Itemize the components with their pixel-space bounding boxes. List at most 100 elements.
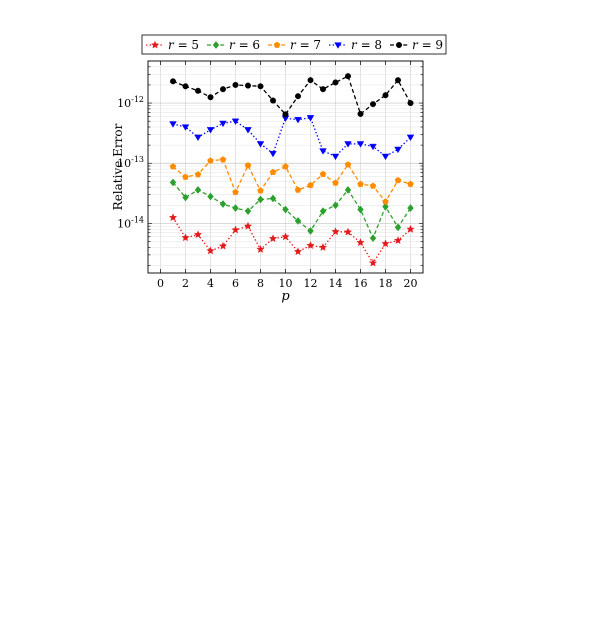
data-point <box>306 241 315 249</box>
data-point <box>182 193 189 202</box>
data-point <box>331 227 340 236</box>
y-tick-label: 10-14 <box>117 215 144 230</box>
x-axis-label: p <box>281 289 290 304</box>
data-point <box>369 182 377 189</box>
data-point <box>394 146 402 154</box>
data-point <box>343 227 353 236</box>
series-line <box>172 117 411 158</box>
x-tick-label: 14 <box>329 277 343 290</box>
legend-label: r = 5 <box>168 38 199 52</box>
data-point <box>270 97 277 104</box>
data-point <box>219 156 227 163</box>
data-point <box>194 134 202 142</box>
data-point <box>307 181 314 189</box>
data-point <box>169 178 177 187</box>
data-point <box>320 86 327 93</box>
data-point <box>331 153 340 161</box>
data-point <box>257 187 264 194</box>
data-point <box>307 77 314 84</box>
data-point <box>219 120 227 128</box>
data-point <box>282 111 289 118</box>
grid <box>148 60 423 273</box>
data-point <box>218 241 228 250</box>
data-point <box>332 179 339 186</box>
legend-item: r = 6 <box>207 38 260 52</box>
data-point <box>294 217 302 225</box>
x-tick-label: 20 <box>404 277 418 290</box>
series-layer <box>168 73 415 267</box>
data-point <box>169 163 177 170</box>
legend-label: r = 6 <box>229 38 260 52</box>
data-point <box>206 246 215 255</box>
data-point <box>406 134 415 142</box>
data-point <box>193 230 203 239</box>
data-point <box>207 192 214 201</box>
data-point <box>194 171 202 178</box>
data-point <box>257 83 264 90</box>
legend-item: r = 8 <box>329 38 382 52</box>
legend-label: r = 7 <box>290 38 321 52</box>
data-point <box>357 205 364 214</box>
data-point <box>306 115 315 122</box>
data-point <box>256 141 265 148</box>
data-point <box>269 168 277 175</box>
legend-swatch-marker <box>212 41 220 49</box>
data-point <box>344 161 352 168</box>
data-point <box>332 201 339 210</box>
data-point <box>269 150 277 158</box>
data-point <box>256 245 265 253</box>
series-0 <box>168 213 415 267</box>
data-point <box>244 82 251 89</box>
data-point <box>318 243 328 251</box>
data-point <box>319 207 327 216</box>
data-point <box>370 101 377 108</box>
y-axis-label: Relative Error <box>111 123 125 210</box>
data-point <box>257 195 264 204</box>
legend: r = 5 r = 6 r = 7 r = 8 r = 9 <box>141 34 447 55</box>
data-point <box>407 180 414 187</box>
data-point <box>181 233 190 242</box>
x-tick-label: 18 <box>379 277 393 290</box>
data-point <box>369 143 377 151</box>
series-4 <box>169 73 414 118</box>
data-point <box>282 205 289 214</box>
data-point <box>369 234 377 243</box>
data-point <box>407 204 414 212</box>
data-point <box>344 186 352 194</box>
data-point <box>382 202 389 211</box>
data-point <box>231 225 240 234</box>
legend-item: r = 5 <box>146 38 199 52</box>
data-point <box>381 239 390 248</box>
x-tick-label: 2 <box>182 277 189 290</box>
data-point <box>207 94 214 101</box>
data-point <box>382 92 389 99</box>
x-tick-label: 10 <box>279 277 293 290</box>
data-point <box>368 258 378 267</box>
data-point <box>206 127 215 134</box>
data-point <box>219 200 227 208</box>
data-point <box>319 148 327 155</box>
x-tick-label: 0 <box>157 277 164 290</box>
data-point <box>393 236 403 245</box>
y-tick-label: 10-13 <box>117 155 144 170</box>
data-point <box>406 224 415 233</box>
series-2 <box>169 156 414 205</box>
x-tick-label: 12 <box>304 277 318 290</box>
data-point <box>357 180 364 187</box>
data-point <box>194 87 201 94</box>
data-point <box>282 163 289 170</box>
data-point <box>232 188 239 196</box>
x-tick-label: 8 <box>257 277 264 290</box>
data-point <box>232 81 239 88</box>
data-point <box>344 141 352 148</box>
legend-box <box>141 34 447 55</box>
data-point <box>244 127 252 134</box>
legend-label: r = 9 <box>412 38 443 52</box>
data-point <box>169 78 176 85</box>
data-point <box>357 110 364 117</box>
data-point <box>345 73 352 80</box>
x-tick-label: 4 <box>207 277 214 290</box>
data-point <box>394 223 402 232</box>
data-point <box>182 83 189 90</box>
